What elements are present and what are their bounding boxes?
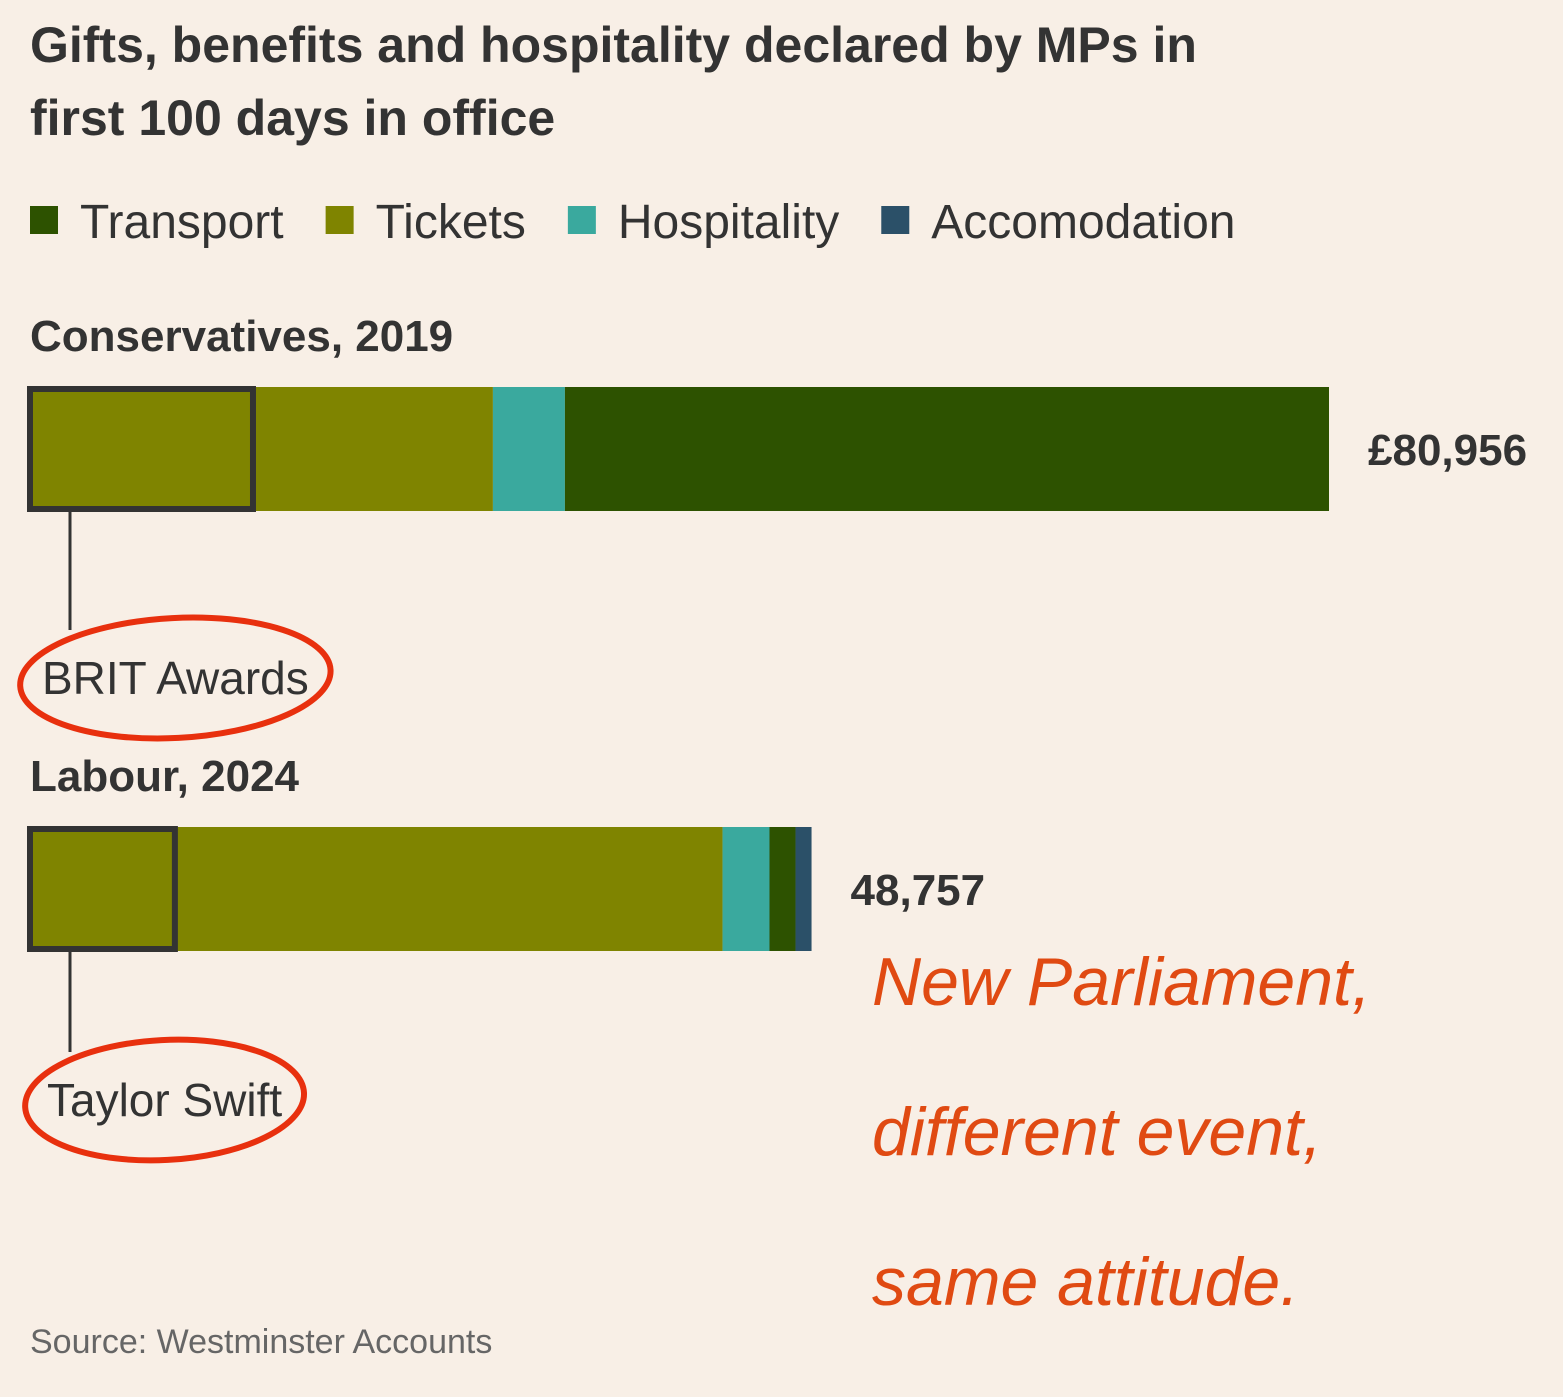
highlight-circle [22,1036,308,1164]
bar-segment [492,387,565,511]
source: Source: Westminster Accounts [30,1323,492,1361]
highlight-label: Taylor Swift [47,1074,282,1126]
category-label: Conservatives, 2019 [30,312,453,361]
bar-segment [722,827,770,951]
chart-title: first 100 days in office [30,90,555,146]
bar-segment [28,827,723,951]
highlight-box [27,826,178,952]
legend-swatch [325,206,354,234]
bar-segment [564,387,1329,511]
handwritten-note: New Parliament, [872,944,1371,1020]
handwritten-note: different event, [872,1094,1322,1170]
legend-label: Hospitality [618,196,839,249]
total-label: £80,956 [1368,426,1527,475]
handwritten-note: same attitude. [872,1244,1299,1320]
total-label: 48,757 [851,866,986,915]
category-label: Labour, 2024 [30,752,300,801]
highlight-circle [17,614,334,742]
legend-swatch [30,206,58,234]
bar-segment [769,827,796,951]
highlight-label: BRIT Awards [42,652,309,704]
legend-label: Transport [80,196,284,249]
legend-label: Accomodation [931,196,1235,249]
highlight-box [27,386,256,512]
legend-swatch [567,206,596,234]
legend-label: Tickets [376,196,526,249]
bar-segment [795,827,812,951]
legend-swatch [881,206,910,234]
bar-segment [28,387,493,511]
chart-title: Gifts, benefits and hospitality declared… [30,17,1197,73]
